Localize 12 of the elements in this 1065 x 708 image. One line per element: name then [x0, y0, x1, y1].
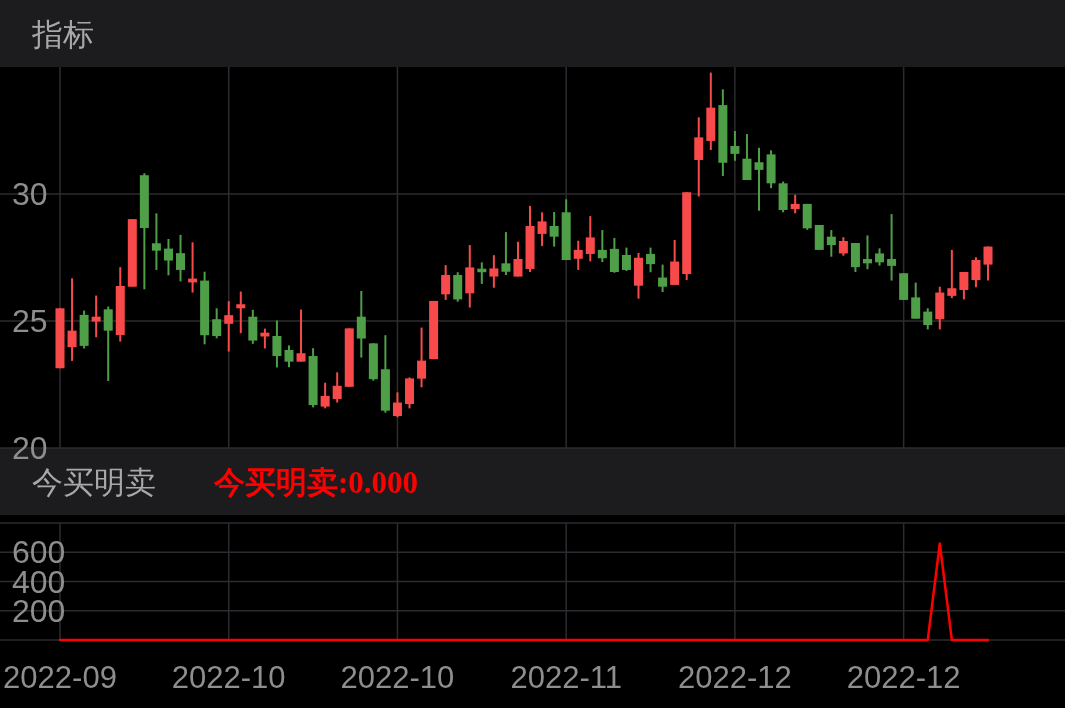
y-tick-label: 30 — [12, 176, 48, 212]
x-tick-label: 2022-10 — [340, 660, 455, 695]
x-tick-label: 2022-12 — [678, 660, 792, 695]
y-tick-label: 20 — [12, 430, 48, 466]
x-tick-label: 2022-09 — [3, 660, 117, 695]
x-tick-label: 2022-12 — [846, 660, 961, 695]
x-tick-label: 2022-10 — [171, 660, 286, 695]
chart-title: 指标 — [31, 16, 94, 52]
x-tick-label: 2022-11 — [510, 660, 622, 695]
y-tick-label: 25 — [12, 303, 48, 339]
text: 今买明卖:0.000 — [213, 464, 419, 500]
chart-title: 今买明卖 — [32, 464, 156, 500]
